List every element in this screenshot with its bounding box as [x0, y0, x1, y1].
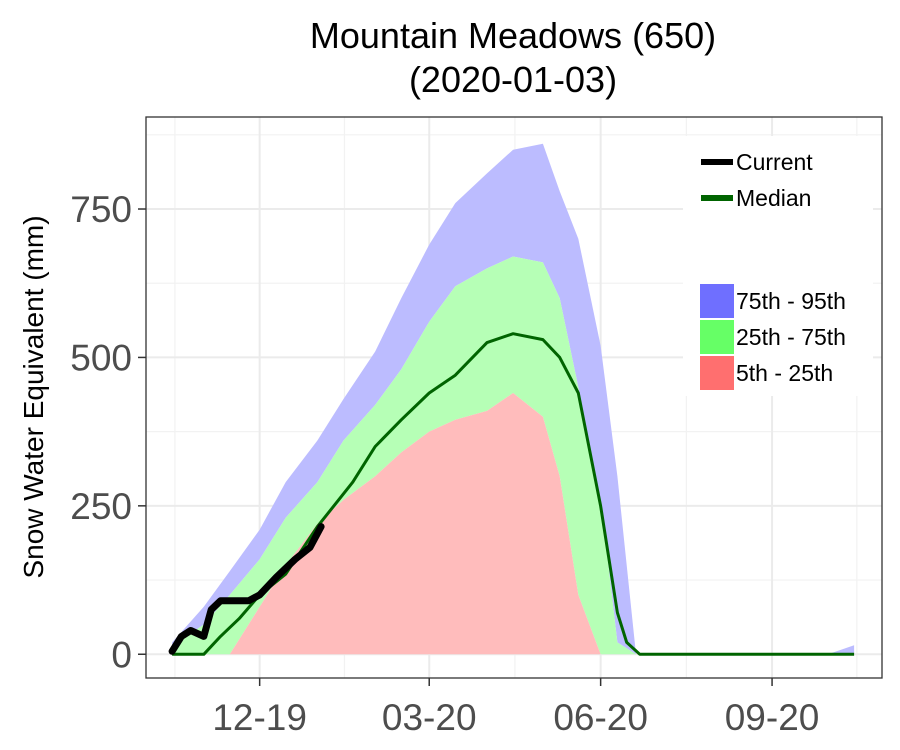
current-line: [168, 523, 325, 655]
legend-median-label: Median: [736, 185, 811, 211]
legend: Current Median 75th - 95th 25th - 75th 5…: [683, 136, 873, 396]
data-lines: [168, 332, 855, 656]
percentile-bands: [172, 143, 855, 655]
band-p25-p75: [172, 256, 855, 655]
legend-p25-p75-label: 25th - 75th: [736, 324, 846, 350]
chart-title: Mountain Meadows (650): [310, 15, 716, 56]
y-tick-label: 750: [70, 189, 132, 230]
band-p75-p95: [172, 143, 855, 655]
legend-p5-p25-label: 5th - 25th: [736, 360, 833, 386]
x-tick-label: 12-19: [212, 697, 307, 738]
legend-p75-p95-key: [700, 284, 734, 318]
x-tick-label: 09-20: [725, 697, 820, 738]
plot-border: [145, 116, 883, 679]
legend-p75-p95-label: 75th - 95th: [736, 288, 846, 314]
x-tick-label: 06-20: [553, 697, 648, 738]
y-tick-label: 250: [70, 486, 132, 527]
band-p5-p25: [172, 393, 855, 655]
y-tick-label: 0: [111, 634, 132, 675]
x-tick-label: 03-20: [382, 697, 477, 738]
chart-subtitle: (2020-01-03): [409, 59, 617, 100]
legend-p5-p25-key: [700, 356, 734, 390]
y-tick-label: 500: [70, 337, 132, 378]
y-axis-label: Snow Water Equivalent (mm): [18, 215, 49, 578]
y-axis: 0 250 500 750: [70, 189, 146, 675]
x-axis: 12-19 03-20 06-20 09-20: [212, 678, 819, 738]
legend-p25-p75-key: [700, 320, 734, 354]
legend-current-label: Current: [736, 149, 813, 175]
